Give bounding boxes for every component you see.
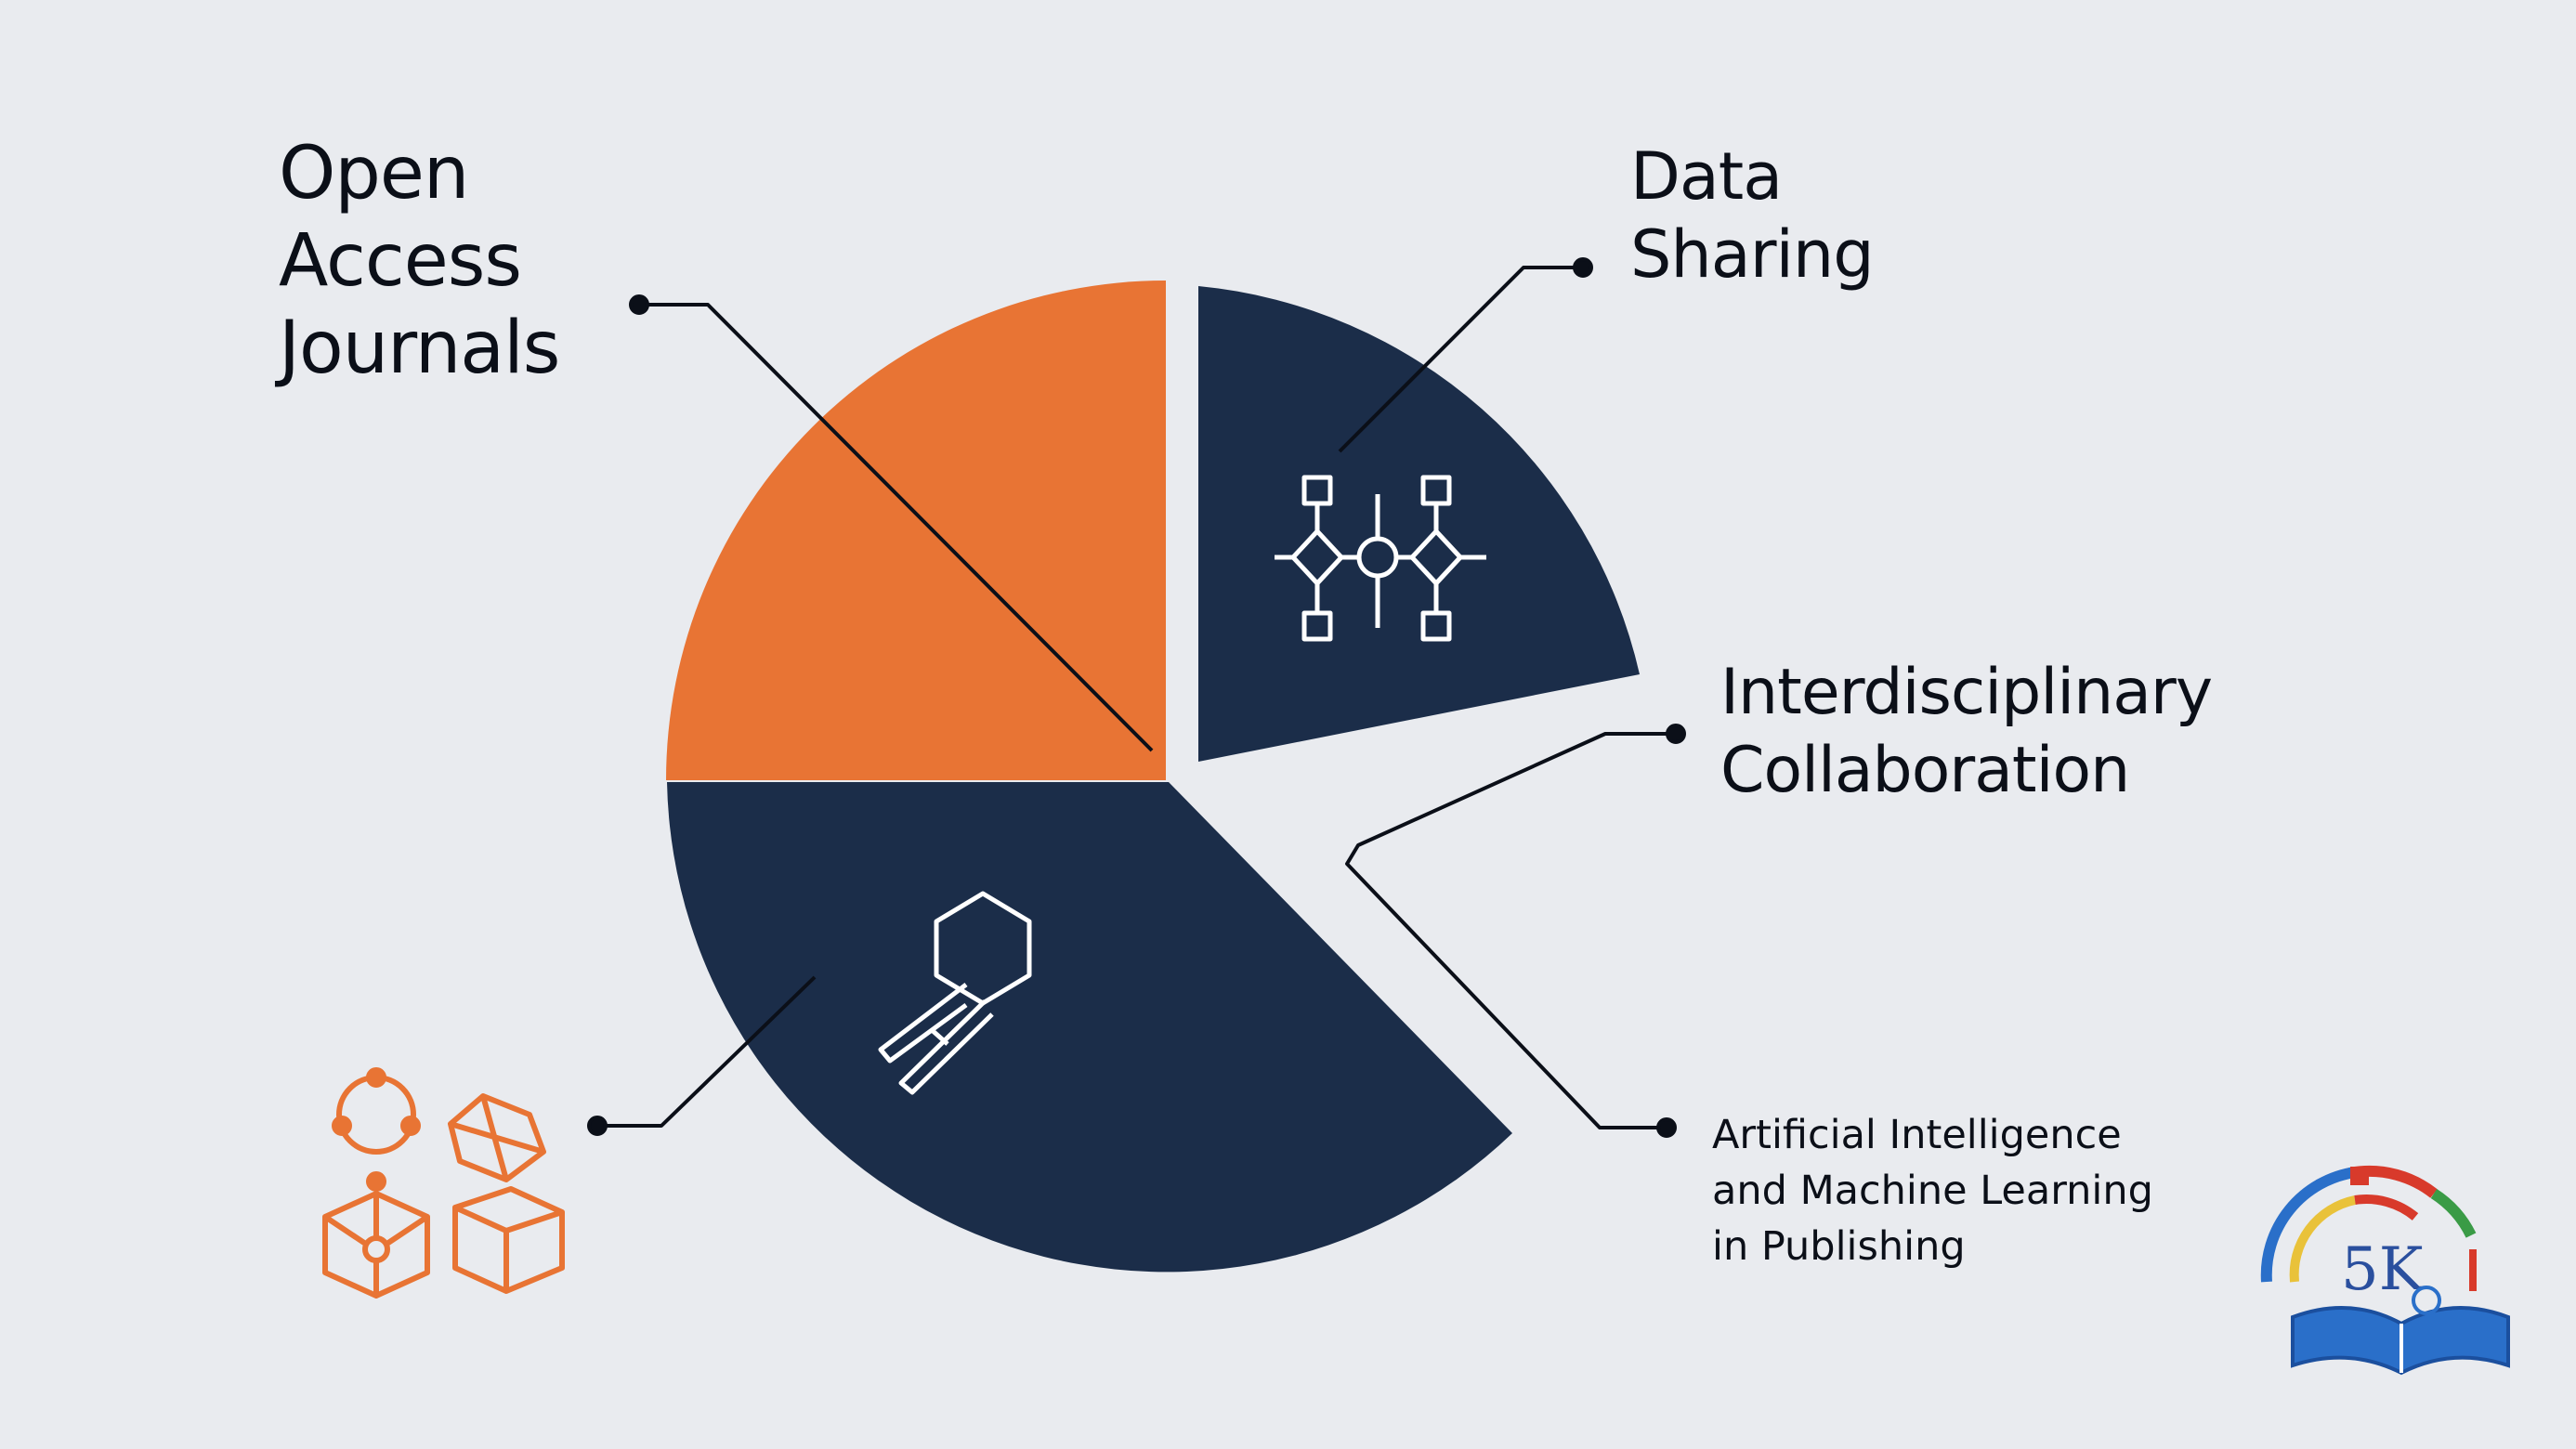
leader-dot-open-access — [629, 294, 649, 315]
pie-slices — [666, 281, 1640, 1273]
label-line: Data — [1630, 138, 1783, 215]
hexagon-key-icon — [878, 891, 1032, 1095]
leader-dot-ai-ml — [1656, 1117, 1677, 1138]
label-line: and Machine Learning — [1712, 1168, 2153, 1214]
network-nodes-icon — [1275, 475, 1486, 642]
label-line: Artificial Intelligence — [1712, 1112, 2122, 1158]
slice-data-sharing[interactable] — [1198, 286, 1640, 762]
leader-interdisciplinary — [1345, 732, 1676, 1129]
label-line: in Publishing — [1712, 1223, 1966, 1270]
label-interdisciplinary: Interdisciplinary Collaboration — [1720, 654, 2213, 810]
5k-book-logo: 5K — [2260, 1165, 2510, 1376]
label-line: Open — [279, 132, 469, 215]
logo-text: 5K — [2341, 1235, 2425, 1304]
slice-open-access[interactable] — [666, 281, 1166, 780]
molecule-cubes-icon — [322, 1067, 565, 1299]
label-ai-ml: Artificial Intelligence and Machine Lear… — [1712, 1107, 2153, 1274]
label-open-access: Open Access Journals — [279, 130, 560, 392]
label-line: Access — [279, 219, 522, 303]
leader-dot-interdisciplinary — [1666, 724, 1686, 744]
label-data-sharing: Data Sharing — [1630, 137, 1875, 294]
leader-icon — [597, 975, 817, 1128]
leader-data-sharing — [1338, 266, 1583, 453]
label-line: Collaboration — [1720, 734, 2130, 807]
slice-ai-ml[interactable] — [667, 782, 1512, 1273]
label-line: Interdisciplinary — [1720, 656, 2213, 729]
leader-dot-icon — [587, 1116, 608, 1136]
label-line: Sharing — [1630, 216, 1875, 293]
label-line: Journals — [279, 307, 560, 390]
leader-open-access — [639, 303, 1154, 752]
leader-dot-data-sharing — [1573, 257, 1593, 278]
